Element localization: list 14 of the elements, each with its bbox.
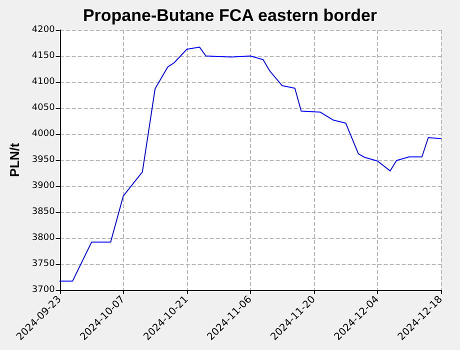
y-tick-label: 4150: [32, 51, 56, 61]
y-tick-label: 3950: [32, 155, 56, 165]
y-tick-label: 3850: [32, 207, 56, 217]
y-axis-title: PLN/t: [7, 142, 22, 177]
chart-title: Propane-Butane FCA eastern border: [82, 6, 378, 25]
y-tick-label: 4000: [32, 129, 56, 139]
y-tick-label: 3800: [32, 233, 56, 243]
line-series: [59, 46, 442, 282]
y-tick-label: 3750: [32, 259, 56, 269]
y-tick-label: 3700: [32, 285, 56, 295]
y-tick-label: 3900: [32, 181, 56, 191]
y-tick-label: 4100: [32, 77, 56, 87]
y-tick-label: 4050: [32, 103, 56, 113]
y-tick-label: 4200: [32, 25, 56, 35]
